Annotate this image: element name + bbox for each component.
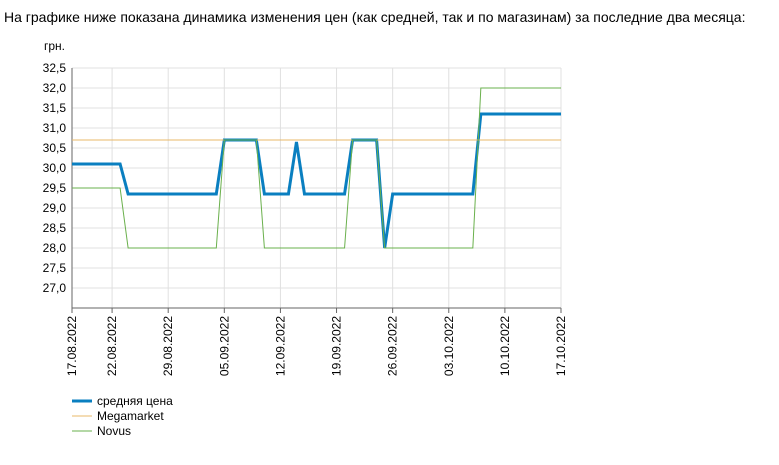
legend-label: Megamarket bbox=[97, 409, 164, 423]
y-tick-label: 30,0 bbox=[43, 161, 67, 175]
x-tick-label: 19.09.2022 bbox=[330, 316, 344, 376]
x-tick-label: 05.09.2022 bbox=[217, 316, 231, 376]
series-line bbox=[72, 112, 561, 249]
y-tick-label: 31,0 bbox=[43, 121, 67, 135]
y-axis-label: грн. bbox=[44, 39, 65, 53]
x-tick-label: 10.10.2022 bbox=[498, 316, 512, 376]
x-tick-label: 26.09.2022 bbox=[386, 316, 400, 376]
y-tick-label: 32,0 bbox=[43, 81, 67, 95]
y-tick-label: 27,5 bbox=[43, 261, 67, 275]
x-tick-label: 17.10.2022 bbox=[554, 316, 568, 376]
x-tick-label: 12.09.2022 bbox=[273, 316, 287, 376]
y-tick-label: 28,5 bbox=[43, 221, 67, 235]
x-tick-label: 03.10.2022 bbox=[442, 316, 456, 376]
x-tick-label: 17.08.2022 bbox=[65, 316, 79, 376]
legend-label: Novus bbox=[97, 424, 131, 438]
x-tick-label: 22.08.2022 bbox=[105, 316, 119, 376]
y-tick-label: 29,0 bbox=[43, 201, 67, 215]
y-tick-label: 32,5 bbox=[43, 61, 67, 75]
y-tick-label: 30,5 bbox=[43, 141, 67, 155]
y-tick-label: 29,5 bbox=[43, 181, 67, 195]
legend-label: средняя цена bbox=[97, 394, 173, 408]
y-tick-label: 28,0 bbox=[43, 241, 67, 255]
series-line bbox=[72, 87, 561, 249]
y-tick-label: 27,0 bbox=[43, 281, 67, 295]
chart-title: На графике ниже показана динамика измене… bbox=[4, 9, 745, 25]
x-tick-label: 29.08.2022 bbox=[161, 316, 175, 376]
y-tick-label: 31,5 bbox=[43, 101, 67, 115]
